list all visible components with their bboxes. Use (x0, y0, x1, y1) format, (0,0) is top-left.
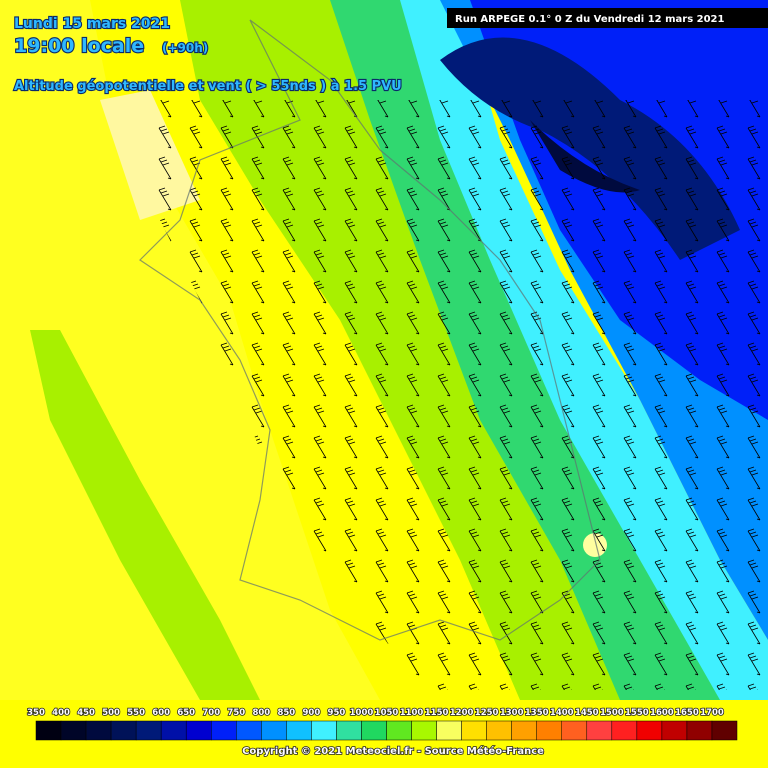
legend-label: 1500 (600, 708, 624, 718)
parameter: Altitude géopotentielle et vent ( > 55nd… (14, 79, 402, 94)
map-region (0, 0, 380, 700)
country-border (139, 19, 601, 641)
legend-label: 550 (127, 708, 145, 718)
legend: 350 400 450 500 550 600 650 700 750 800 850 900 950 1… (26, 707, 738, 741)
copyright: Copyright © 2021 Meteociel.fr - Source M… (242, 745, 544, 757)
legend-swatch (711, 720, 738, 741)
legend-swatch (561, 720, 588, 741)
legend-swatch (536, 720, 563, 741)
legend-swatch (60, 720, 87, 741)
legend-swatch (386, 720, 412, 741)
legend-label: 750 (227, 708, 245, 718)
legend-label: 850 (277, 708, 295, 718)
legend-swatch (110, 720, 137, 741)
legend-label: 900 (303, 708, 321, 718)
legend-label: 1300 (500, 708, 524, 718)
legend-label: 1350 (525, 708, 549, 718)
legend-label: 400 (52, 708, 70, 718)
legend-label: 950 (328, 708, 346, 718)
run-info: Run ARPEGE 0.1° 0 Z du Vendredi 12 mars … (455, 14, 725, 25)
legend-swatch (135, 720, 162, 741)
legend-swatch (236, 720, 262, 741)
legend-swatch (661, 720, 688, 741)
legend-swatch (611, 720, 638, 741)
legend-swatch (686, 720, 713, 741)
legend-label: 600 (152, 708, 170, 718)
legend-swatch (286, 720, 312, 741)
legend-swatch (411, 720, 437, 741)
legend-swatch (361, 720, 387, 741)
legend-swatch (586, 720, 613, 741)
legend-label: 1050 (375, 708, 399, 718)
legend-swatch (636, 720, 663, 741)
legend-swatch (511, 720, 537, 741)
legend-label: 1400 (550, 708, 574, 718)
legend-label: 1250 (475, 708, 499, 718)
legend-label: 350 (27, 708, 45, 718)
lead-time: (+90h) (162, 41, 208, 55)
legend-label: 1100 (400, 708, 424, 718)
legend-label: 1550 (625, 708, 649, 718)
legend-label: 1650 (675, 708, 699, 718)
legend-label: 1600 (650, 708, 674, 718)
legend-label: 650 (177, 708, 195, 718)
legend-label: 1450 (575, 708, 599, 718)
legend-label: 1700 (700, 708, 724, 718)
legend-swatch (461, 720, 487, 741)
legend-label: 700 (202, 708, 220, 718)
legend-label: 450 (77, 708, 95, 718)
legend-swatch (336, 720, 362, 741)
legend-label: 1200 (450, 708, 474, 718)
map-region (30, 330, 260, 700)
legend-label: 1000 (350, 708, 374, 718)
legend-label: 800 (252, 708, 270, 718)
legend-label: 500 (102, 708, 120, 718)
legend-swatch (311, 720, 337, 741)
legend-label: 1150 (425, 708, 449, 718)
legend-swatch (160, 720, 187, 741)
wind-barbs (150, 100, 768, 690)
legend-swatch (436, 720, 462, 741)
legend-swatch (261, 720, 287, 741)
date: Lundi 15 mars 2021 (14, 16, 170, 32)
legend-swatch (85, 720, 112, 741)
legend-swatch (211, 720, 237, 741)
legend-swatch (185, 720, 212, 741)
legend-swatch (486, 720, 512, 741)
run-box (447, 8, 768, 28)
legend-swatch (35, 720, 62, 741)
time: 19:00 locale (14, 35, 144, 57)
